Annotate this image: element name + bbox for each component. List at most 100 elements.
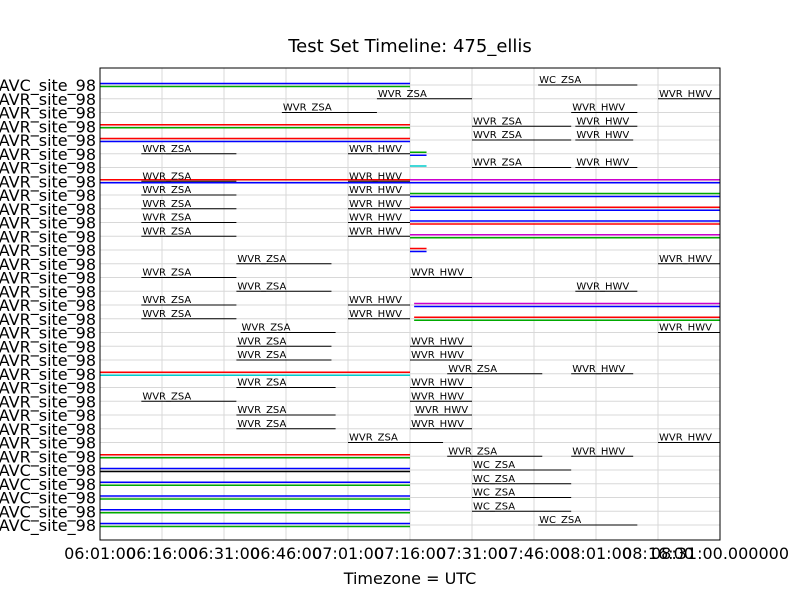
y-tick-label: AVR_site_98 (0, 365, 96, 385)
x-tick-label: 08:01:00 (560, 544, 632, 563)
y-tick-label: AVR_site_98 (0, 90, 96, 110)
y-tick-label: AVR_site_98 (0, 324, 96, 344)
segment-label: WVR_HWV (576, 158, 629, 169)
segment-label: WVR_ZSA (142, 391, 191, 402)
segment-label: WVR_ZSA (142, 295, 191, 306)
y-tick-label: AVR_site_98 (0, 420, 96, 440)
segment-label: WC_ZSA (539, 515, 581, 526)
y-tick-label: AVR_site_98 (0, 104, 96, 124)
x-tick-label: 07:01:00 (312, 544, 384, 563)
segment-label: WVR_HWV (349, 199, 402, 210)
y-tick-label: AVR_site_98 (0, 310, 96, 330)
y-tick-label: AVR_site_98 (0, 379, 96, 399)
segment-label: WVR_HWV (659, 254, 712, 265)
color-bands (100, 82, 720, 528)
segment-label: WVR_ZSA (378, 89, 427, 100)
segment-label: WVR_HWV (572, 446, 625, 457)
x-tick-label: 06:46:00 (250, 544, 322, 563)
segment-label: WVR_HWV (349, 295, 402, 306)
segment-label: WVR_HWV (349, 309, 402, 320)
y-tick-label: AVC_site_98 (0, 461, 96, 481)
segment-label: WVR_ZSA (473, 130, 522, 141)
y-tick-label: AVR_site_98 (0, 172, 96, 192)
segment-label: WVR_ZSA (237, 336, 286, 347)
segment-label: WVR_ZSA (142, 199, 191, 210)
y-tick-label: AVR_site_98 (0, 131, 96, 151)
segment-label: WVR_ZSA (142, 144, 191, 155)
segment-label: WVR_HWV (349, 144, 402, 155)
segment-label: WVR_HWV (411, 350, 464, 361)
y-tick-label: AVR_site_98 (0, 200, 96, 220)
x-tick-label: 07:16:00 (374, 544, 446, 563)
segment-label: WVR_ZSA (237, 378, 286, 389)
x-tick-labels: 06:01:0006:16:0006:31:0006:46:0007:01:00… (64, 544, 789, 563)
y-tick-label: AVC_site_98 (0, 475, 96, 495)
segment-label: WVR_ZSA (237, 419, 286, 430)
x-tick-label: 06:31:00 (188, 544, 260, 563)
segment-label: WVR_ZSA (237, 254, 286, 265)
y-tick-label: AVR_site_98 (0, 406, 96, 426)
y-tick-label: AVR_site_98 (0, 159, 96, 179)
x-tick-label: 07:46:00 (498, 544, 570, 563)
segment-label: WVR_ZSA (142, 309, 191, 320)
y-tick-label: AVR_site_98 (0, 117, 96, 137)
segment-label: WVR_ZSA (242, 323, 291, 334)
segment-label: WC_ZSA (473, 474, 515, 485)
segment-label: WVR_HWV (349, 185, 402, 196)
segment-label: WVR_HWV (572, 103, 625, 114)
y-tick-label: AVR_site_98 (0, 351, 96, 371)
segment-label: WVR_ZSA (473, 158, 522, 169)
segment-label: WVR_HWV (411, 336, 464, 347)
segment-label: WVR_ZSA (142, 268, 191, 279)
segment-label: WVR_HWV (349, 213, 402, 224)
x-tick-label: 08:16:00 (622, 544, 694, 563)
chart-title: Test Set Timeline: 475_ellis (287, 36, 532, 57)
y-tick-label: AVR_site_98 (0, 214, 96, 234)
segment-label: WVR_ZSA (448, 446, 497, 457)
segment-label: WVR_ZSA (473, 116, 522, 127)
x-tick-label: 06:16:00 (126, 544, 198, 563)
segment-label: WVR_ZSA (448, 364, 497, 375)
segment-label: WVR_HWV (659, 323, 712, 334)
segment-label: WVR_HWV (415, 405, 468, 416)
y-tick-label: AVC_site_98 (0, 502, 96, 522)
y-tick-label: AVR_site_98 (0, 241, 96, 261)
y-tick-label: AVR_site_98 (0, 269, 96, 289)
y-tick-label: AVC_site_98 (0, 76, 96, 96)
plot-frame (99, 67, 721, 541)
segment-label: WVR_HWV (349, 171, 402, 182)
segment-label: WVR_ZSA (237, 281, 286, 292)
segment-label: WVR_HWV (411, 268, 464, 279)
segment-label: WVR_ZSA (237, 405, 286, 416)
segment-label: WVR_ZSA (142, 171, 191, 182)
segment-label: WVR_ZSA (349, 433, 398, 444)
segment-label: WVR_ZSA (142, 185, 191, 196)
y-tick-label: AVR_site_98 (0, 145, 96, 165)
x-axis-label: Timezone = UTC (343, 569, 477, 588)
y-tick-label: AVR_site_98 (0, 392, 96, 412)
segment-label: WVR_ZSA (237, 350, 286, 361)
y-tick-label: AVR_site_98 (0, 337, 96, 357)
x-tick-label: 08:31:00.000000 (651, 544, 789, 563)
segment-label: WC_ZSA (473, 460, 515, 471)
segment-label: WVR_HWV (576, 281, 629, 292)
segment-label: WVR_HWV (576, 130, 629, 141)
y-tick-labels: AVC_site_98AVR_site_98AVR_site_98AVR_sit… (0, 76, 96, 536)
segment-label: WVR_HWV (411, 378, 464, 389)
y-tick-label: AVR_site_98 (0, 447, 96, 467)
x-tick-label: 07:31:00 (436, 544, 508, 563)
y-tick-label: AVR_site_98 (0, 296, 96, 316)
segment-label: WVR_ZSA (283, 103, 332, 114)
segment-label: WC_ZSA (473, 488, 515, 499)
segment-label: WC_ZSA (473, 501, 515, 512)
y-tick-label: AVC_site_98 (0, 516, 96, 536)
y-tick-label: AVR_site_98 (0, 227, 96, 247)
segment-label: WVR_HWV (659, 89, 712, 100)
segment-label: WVR_HWV (572, 364, 625, 375)
segment-label: WVR_HWV (659, 433, 712, 444)
y-tick-label: AVR_site_98 (0, 434, 96, 454)
segment-label: WVR_ZSA (142, 226, 191, 237)
timeline-segments: WC_ZSA WVR_ZSA WVR_HWV WVR_ZSA WVR_HWV WVR_ZS… (141, 75, 720, 526)
x-tick-label: 06:01:00 (64, 544, 136, 563)
